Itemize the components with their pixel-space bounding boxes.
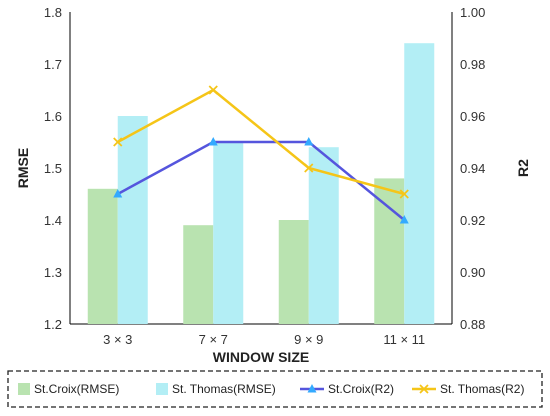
right-y-tick-label: 0.98	[460, 57, 485, 72]
legend-item-st-croix-r2: St.Croix(R2)	[300, 382, 394, 396]
bar-st-thomas-rmse	[213, 142, 244, 324]
legend: St.Croix(RMSE) St. Thomas(RMSE) St.Croix(R…	[18, 382, 524, 396]
bar-st-croix-rmse	[278, 220, 309, 324]
left-y-tick-label: 1.8	[44, 5, 62, 20]
bar-st-croix-rmse	[374, 178, 405, 324]
legend-item-st-croix-rmse: St.Croix(RMSE)	[18, 382, 119, 396]
bars-layer	[87, 43, 435, 324]
right-y-tick-label: 0.94	[460, 161, 485, 176]
left-y-tick-label: 1.5	[44, 161, 62, 176]
legend-swatch	[18, 383, 30, 395]
left-y-tick-label: 1.7	[44, 57, 62, 72]
marker-st-thomas-r2	[208, 85, 218, 95]
left-y-axis-title: RMSE	[15, 148, 31, 188]
legend-item-st-thomas-r2: St. Thomas(R2)	[412, 382, 524, 396]
marker-st-croix-r2	[399, 215, 409, 224]
bar-st-croix-rmse	[87, 188, 118, 324]
x-tick-label: 11 × 11	[383, 332, 425, 347]
bar-st-thomas-rmse	[117, 116, 148, 324]
left-y-tick-label: 1.4	[44, 213, 62, 228]
marker-st-thomas-r2	[399, 189, 409, 199]
marker-st-croix-r2	[304, 137, 314, 146]
lines-layer	[113, 85, 409, 224]
marker-st-croix-r2	[208, 137, 218, 146]
right-y-tick-label: 0.92	[460, 213, 485, 228]
right-y-axis-title: R2	[515, 159, 531, 177]
left-y-tick-label: 1.3	[44, 265, 62, 280]
marker-st-thomas-r2	[113, 137, 123, 147]
x-tick-label: 7 × 7	[199, 332, 228, 347]
right-y-tick-label: 1.00	[460, 5, 485, 20]
line-st-croix-r2	[117, 140, 406, 221]
legend-item-st-thomas-rmse: St. Thomas(RMSE)	[156, 382, 276, 396]
legend-label: St. Thomas(RMSE)	[172, 382, 276, 396]
x-tick-label: 9 × 9	[294, 332, 323, 347]
right-y-tick-label: 0.90	[460, 265, 485, 280]
left-y-tick-label: 1.6	[44, 109, 62, 124]
ticks-layer: 1.2 1.3 1.4 1.5 1.6 1.7 1.8 0.88 0.90 0.92 0.94 0.9…	[44, 5, 485, 347]
marker-st-croix-r2	[113, 189, 123, 198]
left-y-tick-label: 1.2	[44, 317, 62, 332]
line-st-thomas-r2	[117, 88, 405, 196]
legend-box	[7, 370, 543, 408]
marker-st-thomas-r2	[304, 163, 314, 173]
right-y-tick-label: 0.88	[460, 317, 485, 332]
legend-label: St.Croix(R2)	[328, 382, 394, 396]
legend-label: St. Thomas(R2)	[440, 382, 524, 396]
bar-st-thomas-rmse	[308, 147, 339, 324]
legend-label: St.Croix(RMSE)	[34, 382, 119, 396]
x-tick-label: 3 × 3	[103, 332, 132, 347]
x-axis-title: WINDOW SIZE	[213, 349, 309, 365]
bar-st-thomas-rmse	[404, 43, 435, 324]
bar-st-croix-rmse	[183, 225, 214, 324]
legend-swatch	[156, 383, 168, 395]
right-y-tick-label: 0.96	[460, 109, 485, 124]
